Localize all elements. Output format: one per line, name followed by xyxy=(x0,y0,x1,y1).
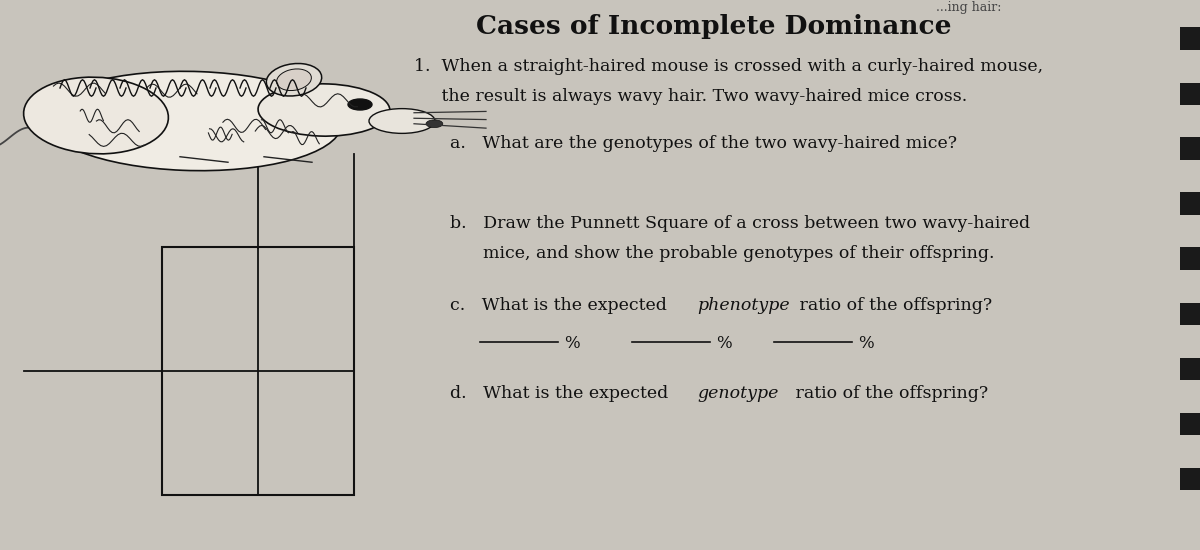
Text: ratio of the offspring?: ratio of the offspring? xyxy=(790,385,988,402)
Bar xyxy=(1180,138,1200,160)
Circle shape xyxy=(426,120,443,128)
Ellipse shape xyxy=(258,84,390,136)
Text: b.   Draw the Punnett Square of a cross between two wavy-haired: b. Draw the Punnett Square of a cross be… xyxy=(450,214,1030,232)
Text: phenotype: phenotype xyxy=(697,297,790,314)
Ellipse shape xyxy=(24,77,168,154)
Bar xyxy=(1180,302,1200,324)
Bar xyxy=(1180,468,1200,490)
Text: 1.  When a straight-haired mouse is crossed with a curly-haired mouse,: 1. When a straight-haired mouse is cross… xyxy=(414,58,1043,75)
Text: genotype: genotype xyxy=(697,385,779,402)
Text: ratio of the offspring?: ratio of the offspring? xyxy=(794,297,992,314)
Text: d.   What is the expected: d. What is the expected xyxy=(450,385,673,402)
Text: mice, and show the probable genotypes of their offspring.: mice, and show the probable genotypes of… xyxy=(450,245,995,262)
Text: ...ing hair:: ...ing hair: xyxy=(936,1,1001,14)
Bar xyxy=(1180,248,1200,270)
Bar xyxy=(1180,192,1200,215)
Text: %: % xyxy=(716,336,732,353)
Text: the result is always wavy hair. Two wavy-haired mice cross.: the result is always wavy hair. Two wavy… xyxy=(414,88,967,105)
Bar xyxy=(1180,412,1200,434)
Text: a.   What are the genotypes of the two wavy-haired mice?: a. What are the genotypes of the two wav… xyxy=(450,135,958,152)
Bar xyxy=(162,248,354,495)
Bar xyxy=(1180,358,1200,379)
Text: %: % xyxy=(858,336,874,353)
Ellipse shape xyxy=(42,72,342,170)
Bar xyxy=(1180,82,1200,104)
Circle shape xyxy=(348,99,372,110)
Ellipse shape xyxy=(277,69,311,91)
Bar xyxy=(1180,28,1200,50)
Text: Cases of Incomplete Dominance: Cases of Incomplete Dominance xyxy=(476,14,952,38)
Ellipse shape xyxy=(266,63,322,96)
Ellipse shape xyxy=(370,109,436,134)
Text: %: % xyxy=(564,336,580,353)
Text: c.   What is the expected: c. What is the expected xyxy=(450,297,672,314)
